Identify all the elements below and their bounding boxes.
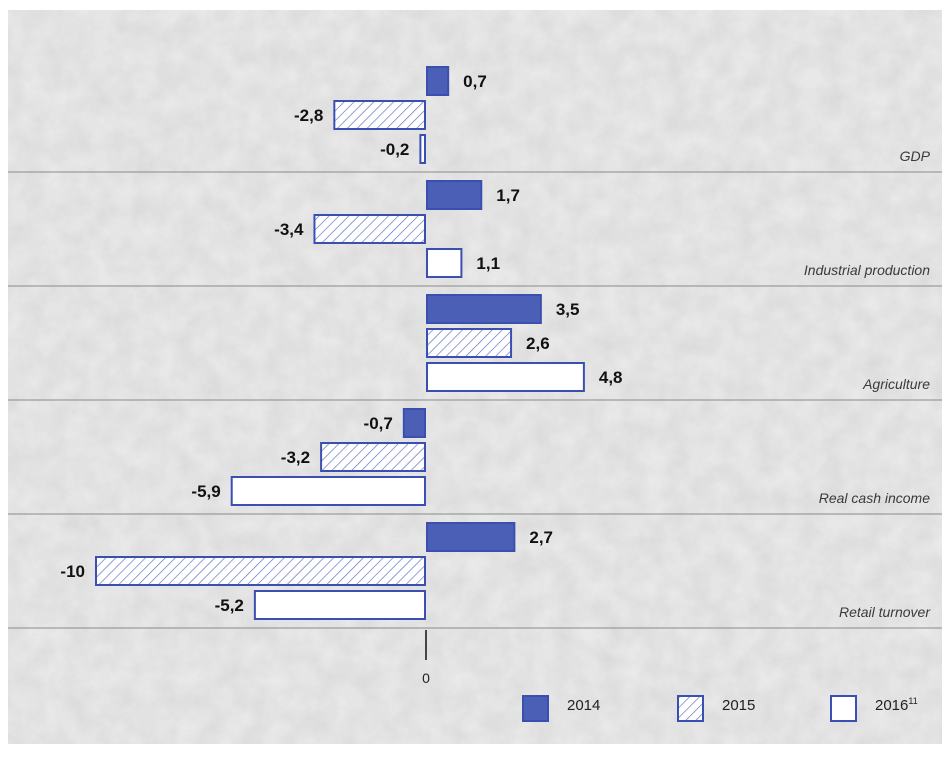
value-label-gdp-2016: -0,2: [380, 140, 409, 159]
legend-swatch-2016: [830, 695, 857, 722]
legend-label-text-2014: 2014: [567, 697, 600, 714]
bar-agriculture-2014: [426, 294, 542, 324]
bar-agriculture-2015: [426, 328, 513, 358]
category-label-industrial-production: Industrial production: [804, 262, 930, 278]
value-label-retail-turnover-2014: 2,7: [529, 528, 553, 547]
bar-gdp-2014: [426, 66, 450, 96]
legend-label-text-2015: 2015: [722, 697, 755, 714]
legend-swatch-2014: [522, 695, 549, 722]
value-label-agriculture-2016: 4,8: [599, 368, 623, 387]
bar-industrial-production-2014: [426, 180, 483, 210]
value-label-industrial-production-2015: -3,4: [274, 220, 304, 239]
value-label-industrial-production-2014: 1,7: [496, 186, 520, 205]
bar-industrial-production-2016: [426, 248, 463, 278]
legend-swatch-2015: [677, 695, 704, 722]
bar-industrial-production-2015: [313, 214, 426, 244]
value-label-real-cash-income-2016: -5,9: [191, 482, 220, 501]
value-label-real-cash-income-2015: -3,2: [281, 448, 310, 467]
bar-gdp-2015: [333, 100, 427, 130]
legend-footnote-marker: 11: [908, 696, 917, 706]
value-label-retail-turnover-2016: -5,2: [215, 596, 244, 615]
bar-real-cash-income-2016: [230, 476, 426, 506]
value-label-gdp-2015: -2,8: [294, 106, 323, 125]
bar-gdp-2016: [419, 134, 427, 164]
bar-real-cash-income-2014: [402, 408, 426, 438]
bar-real-cash-income-2015: [320, 442, 426, 472]
value-label-agriculture-2015: 2,6: [526, 334, 550, 353]
bar-retail-turnover-2016: [253, 590, 426, 620]
legend-label-2016: 201611: [875, 696, 918, 714]
value-label-industrial-production-2016: 1,1: [476, 254, 500, 273]
axis-tick-label-zero: 0: [422, 670, 430, 686]
legend-label-2015: 2015: [722, 697, 755, 714]
category-label-gdp: GDP: [900, 148, 931, 164]
category-label-real-cash-income: Real cash income: [819, 490, 930, 506]
category-label-retail-turnover: Retail turnover: [839, 604, 931, 620]
bar-retail-turnover-2015: [95, 556, 426, 586]
bar-agriculture-2016: [426, 362, 585, 392]
legend-label-text-2016: 2016: [875, 697, 908, 714]
value-label-agriculture-2014: 3,5: [556, 300, 580, 319]
value-label-gdp-2014: 0,7: [463, 72, 487, 91]
bar-retail-turnover-2014: [426, 522, 516, 552]
value-label-retail-turnover-2015: -10: [60, 562, 85, 581]
value-label-real-cash-income-2014: -0,7: [364, 414, 393, 433]
category-label-agriculture: Agriculture: [862, 376, 930, 392]
legend-label-2014: 2014: [567, 697, 600, 714]
